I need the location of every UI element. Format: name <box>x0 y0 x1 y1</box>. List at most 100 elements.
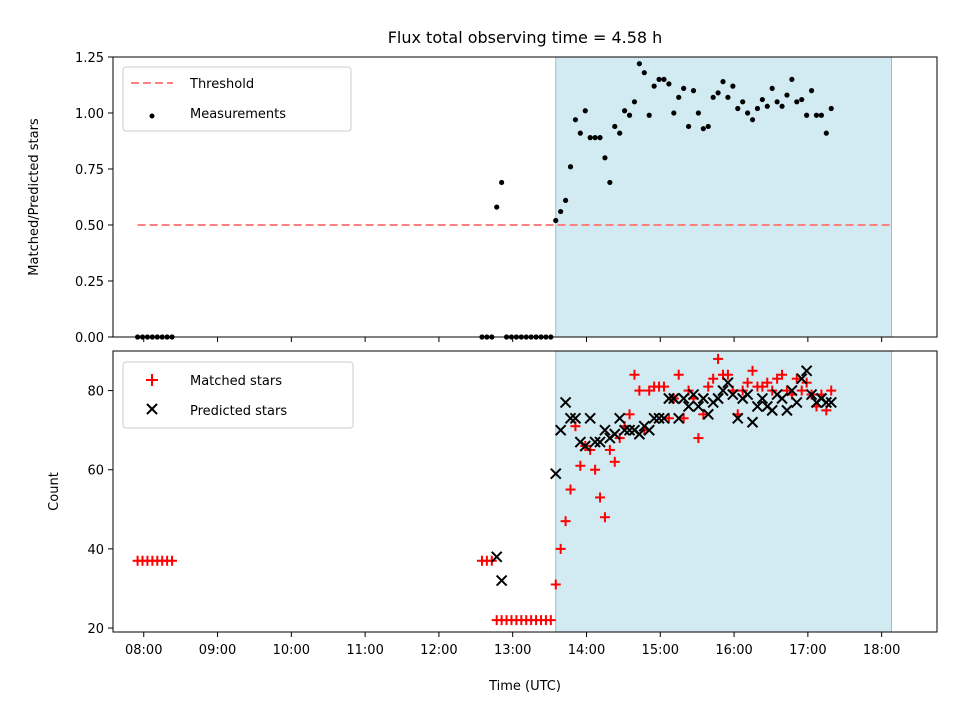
x-tick-label: 17:00 <box>789 643 826 658</box>
matched-star-point <box>545 615 556 626</box>
predicted-star-point <box>697 392 710 405</box>
y-tick-label: 40 <box>87 543 104 558</box>
measurement-point <box>695 110 702 116</box>
measurement-point <box>666 81 672 87</box>
legend-matched-swatch <box>146 374 158 386</box>
predicted-star-point <box>495 574 508 587</box>
predicted-star-point <box>589 436 601 448</box>
bottom-panel: 08:00 09:00 10:00 11:00 12:00 13:00 14:00 15:00… <box>47 350 938 694</box>
measurement-point <box>562 197 569 203</box>
measurement-point <box>681 85 687 91</box>
matched-star-point <box>555 543 566 554</box>
matched-star-point <box>693 433 704 444</box>
measurement-point <box>661 76 667 82</box>
predicted-star-point <box>766 404 778 417</box>
chart-title: Flux total observing time = 4.58 h <box>388 28 663 47</box>
x-tick-label: 08:00 <box>125 643 162 658</box>
y-tick-label: 0.00 <box>75 331 104 346</box>
predicted-star-point <box>781 404 793 417</box>
measurement-point <box>784 92 790 98</box>
predicted-star-point <box>727 388 739 401</box>
predicted-star-point <box>722 376 734 389</box>
bottom-panel-shaded-region <box>555 350 892 633</box>
matched-star-point <box>742 377 753 388</box>
measurement-point <box>779 103 785 109</box>
legend-matched-label: Matched stars <box>190 374 282 389</box>
x-axis-label: Time (UTC) <box>488 679 561 694</box>
bottom-panel-frame <box>112 350 938 633</box>
y-tick-label: 80 <box>87 385 104 400</box>
measurement-point <box>567 164 574 170</box>
measurement-point <box>572 117 579 123</box>
matched-star-point <box>599 512 610 523</box>
matched-star-point <box>678 413 689 424</box>
matched-star-point <box>629 369 640 380</box>
measurement-point <box>794 99 800 105</box>
x-tick-label: 12:00 <box>420 643 457 658</box>
matched-star-point <box>713 353 724 364</box>
measurement-point <box>612 123 618 130</box>
x-tick-label: 11:00 <box>346 643 383 658</box>
predicted-star-point <box>751 400 764 413</box>
matched-star-point <box>167 555 178 566</box>
predicted-star-point <box>732 412 744 424</box>
measurement-point <box>720 79 726 85</box>
matched-star-point <box>708 373 719 384</box>
measurement-point <box>828 105 834 112</box>
measurement-point <box>553 217 559 224</box>
predicted-star-point <box>648 412 660 424</box>
predicted-star-point <box>658 412 670 424</box>
legend-measurements-swatch <box>149 113 155 119</box>
measurement-point <box>577 130 583 136</box>
predicted-star-point <box>623 424 636 436</box>
measurement-point <box>789 76 795 82</box>
predicted-star-point <box>633 428 646 440</box>
measurement-point <box>617 130 623 136</box>
predicted-star-point <box>579 440 591 452</box>
predicted-star-point <box>569 412 582 424</box>
measurement-point <box>769 85 775 91</box>
measurement-point <box>646 112 652 118</box>
predicted-star-point <box>643 424 655 436</box>
measurement-point <box>799 96 805 103</box>
predicted-star-point <box>677 392 690 405</box>
measurement-point <box>592 135 598 141</box>
measurement-point <box>715 90 721 96</box>
measurement-point <box>745 110 751 116</box>
matched-star-point <box>747 365 758 376</box>
measurement-point <box>597 135 603 141</box>
predicted-star-point <box>692 400 705 413</box>
matched-star-point <box>595 492 606 503</box>
y-tick-label: 20 <box>87 622 104 637</box>
measurement-point <box>725 94 731 100</box>
predicted-star-point <box>791 396 803 409</box>
measurement-point <box>764 103 770 109</box>
measurement-point <box>808 88 815 94</box>
x-tick-label: 09:00 <box>199 643 236 658</box>
predicted-star-point <box>663 392 675 405</box>
measurement-point <box>636 61 642 67</box>
predicted-star-point <box>756 392 769 405</box>
measurement-point <box>804 112 810 118</box>
matched-star-point <box>777 369 788 380</box>
measurement-point <box>730 83 736 89</box>
measurement-point <box>602 155 608 161</box>
y-tick-label: 1.00 <box>75 107 104 122</box>
measurement-point <box>823 130 829 136</box>
top-legend-box <box>122 66 352 132</box>
matched-star-point <box>762 377 773 388</box>
x-tick-label: 10:00 <box>273 643 310 658</box>
measurement-point <box>774 99 780 105</box>
predicted-star-point <box>702 408 714 421</box>
predicted-star-point <box>554 424 567 436</box>
matched-star-point <box>550 579 561 590</box>
predicted-star-point <box>609 428 621 440</box>
measurement-point <box>700 126 706 132</box>
measurement-point <box>622 108 628 114</box>
predicted-star-point <box>653 412 665 424</box>
predicted-star-point <box>820 396 833 409</box>
measurement-point <box>582 108 588 114</box>
bottom-panel-ylabel: Count <box>47 472 62 511</box>
top-panel-frame <box>112 56 938 338</box>
